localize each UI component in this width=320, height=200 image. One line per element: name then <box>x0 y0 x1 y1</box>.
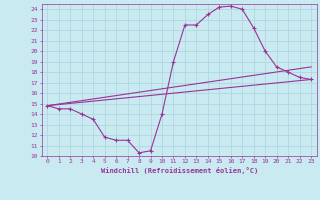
X-axis label: Windchill (Refroidissement éolien,°C): Windchill (Refroidissement éolien,°C) <box>100 167 258 174</box>
